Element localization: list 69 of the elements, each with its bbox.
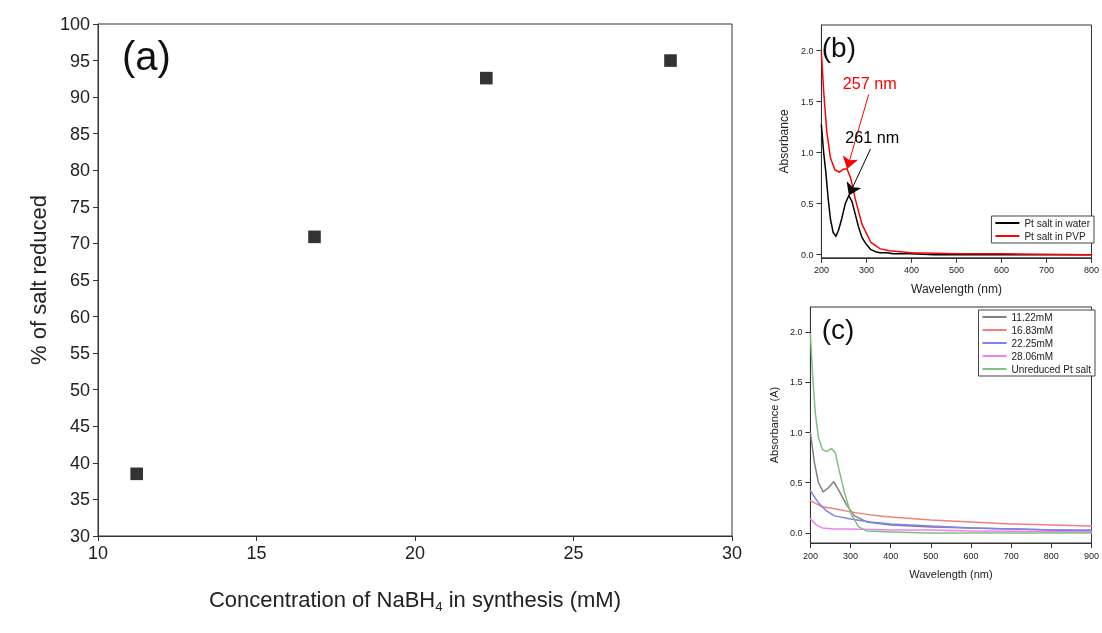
x-tick-label: 15 [246,543,267,563]
legend-label: Pt salt in PVP [1024,230,1086,242]
x-tick-label: 25 [563,543,584,563]
x-tick-label: 700 [1038,265,1054,276]
y-tick-label: 1.5 [800,96,814,107]
y-tick-label: 35 [69,489,90,510]
line-series [809,500,1093,527]
y-tick-label: 65 [69,270,90,290]
legend-label: 11.22mM [1011,311,1053,323]
y-tick-label: 30 [69,526,90,546]
annotation: (c) [821,313,855,345]
x-tick-label: 400 [883,550,899,561]
x-tick-label: 700 [1003,550,1019,561]
y-tick-label: 75 [69,196,90,217]
y-tick-label: 60 [69,306,90,327]
legend-label: Unreduced Pt salt [1011,363,1092,375]
y-tick-label: 0.0 [800,249,814,260]
y-tick-label: 2.0 [789,327,803,338]
y-tick-label: 2.0 [800,45,814,56]
y-tick-label: 1.0 [800,147,814,158]
y-tick-label: 85 [69,123,90,144]
x-axis-title: Wavelength (nm) [909,567,993,580]
point [664,54,677,67]
y-tick-label: 1.0 [789,427,803,438]
annotation: 257 nm [842,73,897,92]
x-tick-label: 30 [721,543,743,563]
point [480,71,493,85]
x-tick-label: 20 [404,543,426,563]
y-tick-label: 90 [69,87,90,108]
y-tick-label: 80 [69,160,90,181]
x-tick-label: 500 [923,550,939,561]
x-tick-label: 10 [87,543,109,563]
y-tick-label: 40 [69,452,90,473]
y-tick-label: 0.5 [800,198,814,209]
y-axis-title: Absorbance (A) [767,386,780,464]
line-series [809,518,1093,533]
x-tick-label: 200 [802,550,818,561]
y-tick-label: 70 [69,233,90,254]
legend-label: Pt salt in water [1024,217,1091,229]
x-tick-label: 400 [903,265,919,276]
annotation: 261 nm [845,128,900,147]
x-axis-title: Wavelength (nm) [910,282,1002,296]
point [130,467,143,481]
y-tick-label: 95 [69,50,90,71]
x-tick-label: 300 [843,550,859,561]
y-tick-label: 100 [59,14,90,34]
point [308,230,321,244]
y-tick-label: 45 [69,416,90,437]
x-tick-label: 300 [858,265,874,276]
y-tick-label: 1.5 [789,377,803,388]
line-series [809,490,1093,531]
y-axis-title: Absorbance [777,109,791,174]
x-tick-label: 600 [993,265,1009,276]
y-tick-label: 55 [69,343,90,364]
x-tick-label: 500 [948,265,964,276]
legend-label: 22.25mM [1011,337,1054,349]
y-axis-title: % of salt reduced [25,195,51,365]
x-tick-label: 200 [813,265,829,276]
x-tick-label: 800 [1043,550,1059,561]
annotation: (b) [821,31,857,63]
y-tick-label: 50 [69,379,90,400]
y-tick-label: 0.0 [789,527,803,538]
x-tick-label: 800 [1083,265,1100,276]
x-tick-label: 900 [1083,550,1100,561]
y-tick-label: 0.5 [789,477,803,488]
legend-label: 28.06mM [1011,350,1054,362]
annotation: (a) [122,34,171,78]
legend-label: 16.83mM [1011,324,1054,336]
x-tick-label: 600 [963,550,979,561]
